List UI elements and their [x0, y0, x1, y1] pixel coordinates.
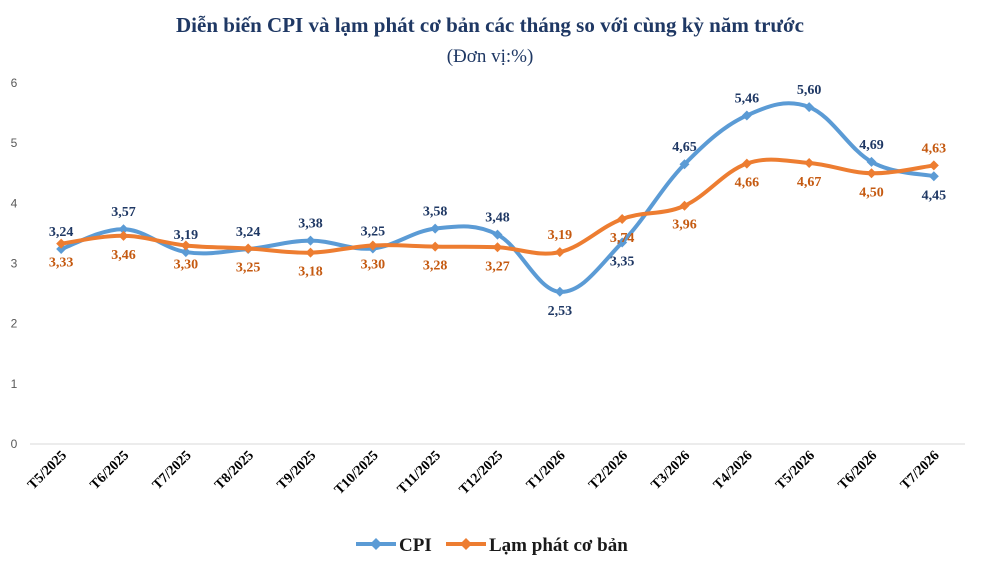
- data-label: 3,35: [610, 254, 635, 269]
- series-line-1: [59, 157, 936, 256]
- data-label: 4,67: [797, 175, 822, 190]
- series-point-0: [56, 244, 67, 255]
- legend: CPI Lạm phát cơ bản: [356, 535, 628, 556]
- series-point-0: [305, 235, 316, 246]
- x-tick-label: T10/2025: [332, 448, 382, 498]
- data-label: 2,53: [548, 304, 573, 319]
- data-label: 3,24: [236, 225, 261, 240]
- x-tick-label: T5/2026: [773, 448, 818, 493]
- series-point-1: [679, 200, 690, 211]
- series-point-1: [928, 160, 939, 171]
- data-label: 3,25: [236, 260, 261, 275]
- series-point-0: [866, 156, 877, 167]
- x-tick-label: T6/2026: [836, 448, 881, 493]
- series-point-1: [180, 240, 191, 251]
- series-point-0: [804, 102, 815, 113]
- data-label: 3,74: [610, 231, 635, 246]
- series-point-0: [492, 229, 503, 240]
- data-label: 3,46: [111, 248, 136, 263]
- x-tick-label: T3/2026: [649, 448, 694, 493]
- data-label: 3,19: [548, 228, 573, 243]
- series-point-1: [866, 168, 877, 179]
- y-tick-label: 2: [11, 317, 18, 331]
- data-label: 3,57: [111, 205, 136, 220]
- y-tick-label: 1: [11, 377, 18, 391]
- series-point-0: [430, 223, 441, 234]
- y-axis: 0 1 2 3 4 5 6: [11, 76, 18, 451]
- x-axis: T5/2025 T6/2025 T7/2025 T8/2025 T9/2025 T10/2…: [25, 448, 942, 498]
- x-tick-label: T6/2025: [88, 448, 133, 493]
- data-label: 5,46: [735, 91, 760, 106]
- series-point-0: [617, 237, 628, 248]
- legend-label: CPI: [399, 535, 432, 556]
- x-tick-label: T7/2026: [898, 448, 943, 493]
- series-point-1: [56, 238, 67, 249]
- series-point-1: [243, 243, 254, 254]
- series-point-0: [554, 286, 565, 297]
- x-tick-label: T12/2025: [457, 448, 507, 498]
- data-label: 3,18: [298, 265, 323, 280]
- data-label: 4,63: [922, 141, 947, 156]
- series-point-1: [430, 241, 441, 252]
- chart-subtitle: (Đơn vị:%): [447, 46, 534, 67]
- data-label: 5,60: [797, 83, 822, 98]
- y-tick-label: 3: [11, 257, 18, 271]
- x-tick-label: T8/2025: [212, 448, 257, 493]
- data-label: 3,24: [49, 225, 74, 240]
- y-tick-label: 6: [11, 76, 18, 90]
- chart-title: Diễn biến CPI và lạm phát cơ bản các thá…: [176, 13, 804, 37]
- series-point-1: [118, 230, 129, 241]
- data-label: 3,48: [485, 211, 510, 226]
- series-point-0: [679, 159, 690, 170]
- series-point-0: [118, 224, 129, 235]
- x-tick-label: T2/2026: [586, 448, 631, 493]
- series-point-1: [741, 158, 752, 169]
- data-label: 4,69: [859, 138, 884, 153]
- series-point-1: [617, 213, 628, 224]
- y-tick-label: 5: [11, 136, 18, 150]
- x-tick-label: T1/2026: [524, 448, 569, 493]
- legend-swatch-marker: [460, 538, 472, 550]
- x-tick-label: T9/2025: [275, 448, 320, 493]
- data-label: 4,65: [672, 140, 697, 155]
- data-label: 3,33: [49, 256, 74, 271]
- series-layer: [56, 101, 939, 297]
- data-label: 4,66: [735, 176, 760, 191]
- legend-label: Lạm phát cơ bản: [489, 535, 628, 556]
- series-point-1: [367, 240, 378, 251]
- y-tick-label: 4: [11, 196, 18, 210]
- x-tick-label: T11/2025: [395, 448, 444, 497]
- data-label: 3,30: [174, 257, 199, 272]
- y-tick-label: 0: [11, 437, 18, 451]
- x-tick-label: T4/2026: [711, 448, 756, 493]
- series-point-1: [804, 158, 815, 169]
- data-label: 3,30: [361, 257, 386, 272]
- data-label: 3,96: [672, 218, 697, 233]
- series-point-0: [741, 110, 752, 121]
- legend-swatch-marker: [370, 538, 382, 550]
- series-point-0: [928, 171, 939, 182]
- data-label: 3,28: [423, 259, 448, 274]
- series-point-1: [554, 247, 565, 258]
- data-label: 3,38: [298, 217, 323, 232]
- series-point-1: [492, 242, 503, 253]
- data-labels: 3,24 3,57 3,19 3,24 3,38 3,25 3,58 3,48 2,53 3,35…: [49, 83, 946, 319]
- data-label: 3,58: [423, 205, 448, 220]
- data-label: 3,19: [174, 228, 199, 243]
- series-point-0: [180, 247, 191, 258]
- x-tick-label: T5/2025: [25, 448, 70, 493]
- data-label: 4,50: [859, 185, 884, 200]
- data-label: 4,45: [922, 188, 947, 203]
- x-tick-label: T7/2025: [150, 448, 195, 493]
- data-label: 3,27: [485, 259, 510, 274]
- data-label: 3,25: [361, 224, 386, 239]
- series-point-1: [305, 247, 316, 258]
